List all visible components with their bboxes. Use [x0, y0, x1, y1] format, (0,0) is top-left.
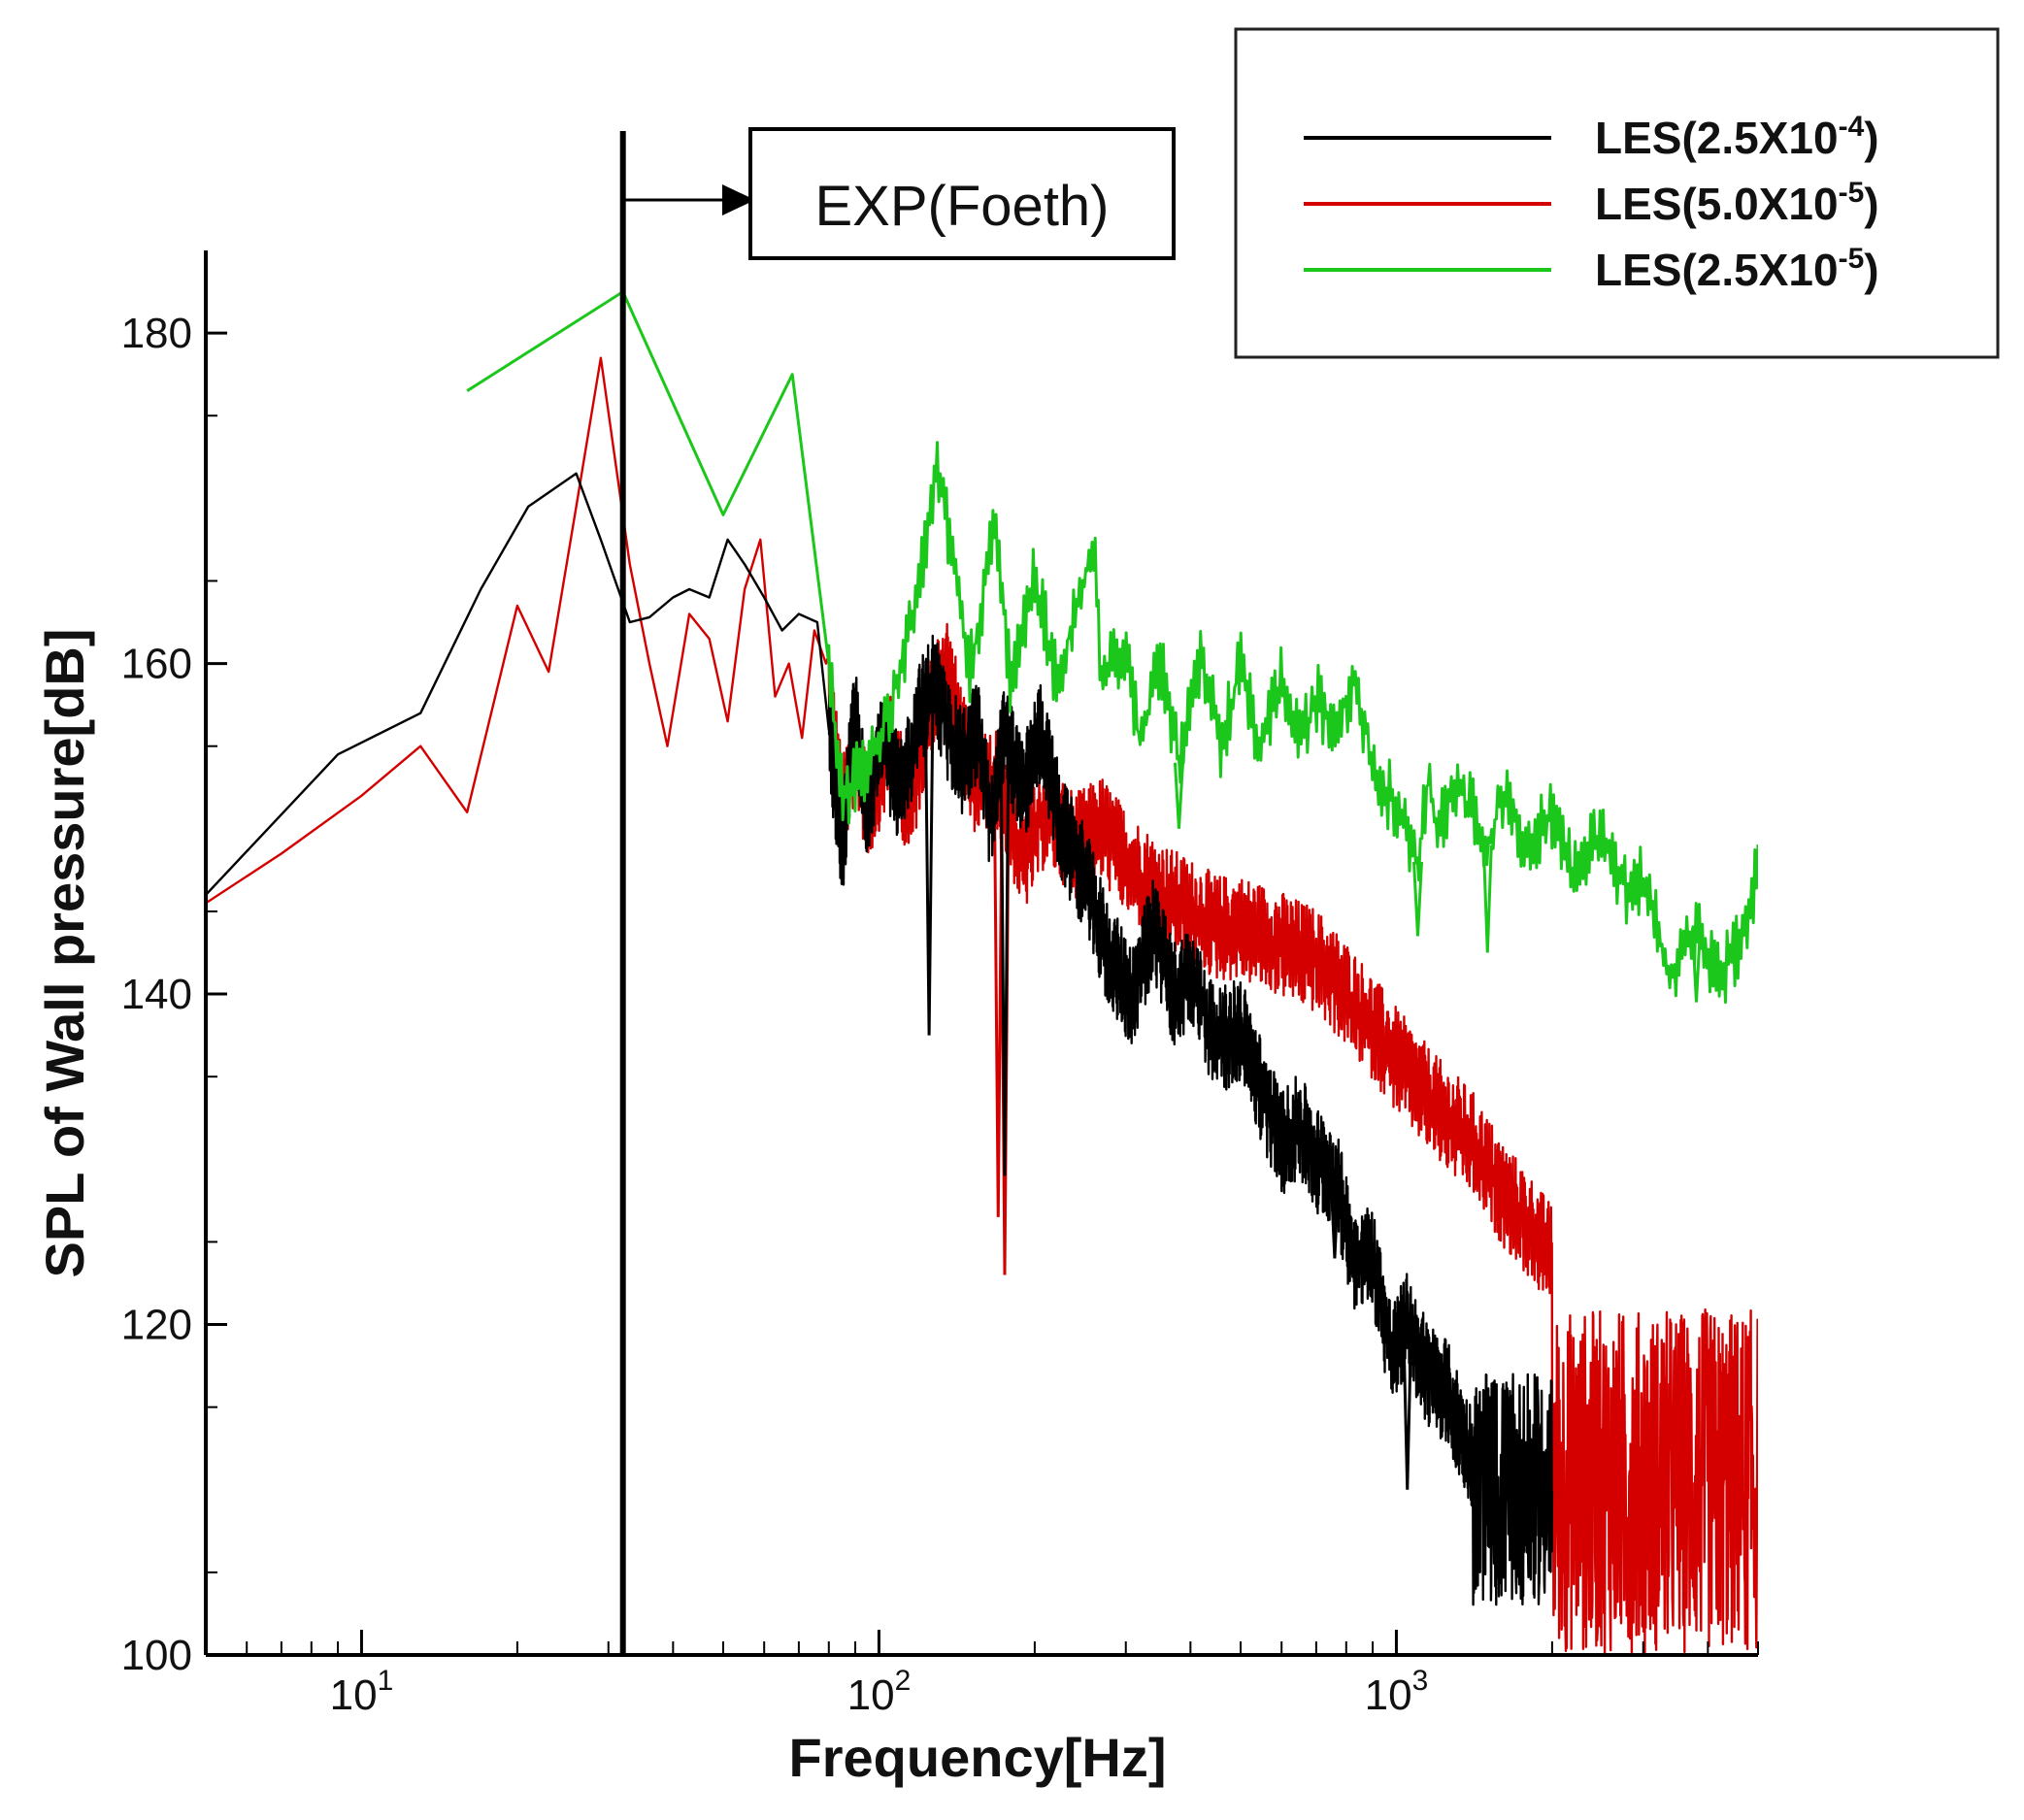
series-3 [466, 290, 1758, 1005]
series-3-dip [1173, 762, 1184, 829]
legend-label-3: LES(2.5X10-5) [1595, 243, 1879, 295]
legend-label-2: LES(5.0X10-5) [1595, 177, 1879, 229]
y-tick-label: 180 [121, 310, 192, 357]
x-axis-title: Frequency[Hz] [789, 1727, 1167, 1788]
x-tick-label: 101 [330, 1665, 394, 1719]
y-tick-label: 120 [121, 1302, 192, 1349]
y-axis-title: SPL of Wall pressure[dB] [34, 629, 95, 1278]
series-1-line [206, 472, 1554, 1606]
legend-label-1: LES(2.5X10-4) [1595, 111, 1879, 163]
series-3-dip [1690, 927, 1702, 1003]
y-tick-label: 160 [121, 641, 192, 688]
x-ticks: 101 102 103 [205, 1630, 1759, 1719]
series-3-dip [1412, 861, 1424, 937]
series-3-line [466, 290, 1758, 1005]
series-3-dip [1481, 844, 1493, 953]
exp-annotation-box [748, 127, 1176, 260]
series-1-dip [1329, 1175, 1341, 1259]
x-tick-label: 103 [1365, 1665, 1429, 1719]
x-tick-label: 102 [847, 1665, 912, 1719]
legend: LES(2.5X10-4) LES(5.0X10-5) LES(2.5X10-5) [1234, 27, 2000, 359]
y-ticks: 100 120 140 160 180 [121, 310, 227, 1679]
series-1-dip [923, 692, 935, 1036]
exp-arrow-head [722, 184, 755, 215]
series-layer [206, 290, 1758, 1655]
legend-box [1234, 27, 2000, 359]
y-tick-label: 100 [121, 1632, 192, 1679]
series-1-dip [1402, 1324, 1413, 1490]
axes [204, 250, 1758, 1657]
exp-annotation-text: EXP(Foeth) [815, 175, 1110, 238]
y-tick-label: 140 [121, 971, 192, 1018]
legend-items: LES(2.5X10-4) LES(5.0X10-5) LES(2.5X10-5) [1304, 111, 1879, 295]
